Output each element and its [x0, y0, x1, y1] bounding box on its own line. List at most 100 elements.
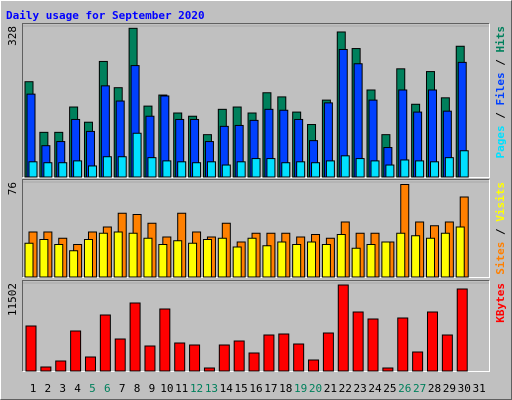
x-tick-label: 6 — [104, 382, 111, 395]
bar — [206, 161, 216, 178]
legend: KBytes — [494, 283, 507, 323]
bar — [114, 338, 126, 372]
bar — [174, 342, 186, 372]
bar — [352, 311, 364, 372]
bar — [189, 344, 201, 372]
bar — [456, 288, 468, 372]
legend-separator: / — [494, 106, 507, 126]
legend: Sites / Visits — [494, 182, 507, 275]
x-tick-label: 18 — [279, 382, 292, 395]
bar — [325, 160, 335, 178]
bar — [278, 333, 290, 372]
bar — [411, 235, 421, 278]
bar — [202, 239, 212, 278]
bar — [159, 308, 171, 372]
bar — [129, 302, 141, 372]
bar — [217, 237, 227, 278]
bar — [251, 158, 261, 178]
bar — [102, 156, 112, 178]
bevel — [22, 179, 490, 278]
x-tick-label: 5 — [89, 382, 96, 395]
bar — [396, 232, 406, 278]
x-tick-label: 25 — [383, 382, 396, 395]
bar — [281, 162, 291, 178]
bar — [83, 239, 93, 278]
y-tick-label: 328 — [6, 26, 19, 46]
bar — [147, 157, 157, 178]
bar — [98, 232, 108, 278]
x-tick-label: 9 — [149, 382, 156, 395]
x-tick-label: 27 — [413, 382, 426, 395]
bar — [221, 164, 231, 178]
x-tick-label: 20 — [309, 382, 322, 395]
x-tick-label: 2 — [45, 382, 52, 395]
bar — [311, 162, 321, 178]
legend-separator: / — [494, 222, 507, 242]
bar — [340, 155, 350, 178]
legend: Pages / Files / Hits — [494, 26, 507, 159]
bar — [128, 232, 138, 278]
x-tick-label: 7 — [119, 382, 126, 395]
bar — [336, 234, 346, 278]
bar — [293, 343, 305, 372]
bar — [263, 334, 275, 372]
x-tick-label: 12 — [190, 382, 203, 395]
bar — [158, 244, 168, 278]
bar — [322, 332, 334, 372]
x-tick-label: 1 — [30, 382, 37, 395]
bar — [444, 157, 454, 178]
x-tick-label: 15 — [235, 382, 248, 395]
bar — [162, 160, 172, 178]
bar — [24, 242, 34, 278]
bar — [25, 325, 37, 372]
x-tick-label: 8 — [134, 382, 141, 395]
bar — [351, 247, 361, 278]
x-tick-label: 19 — [294, 382, 307, 395]
bar — [415, 160, 425, 178]
bar — [370, 160, 380, 178]
x-tick-label: 13 — [205, 382, 218, 395]
bar — [218, 344, 230, 372]
bar — [266, 158, 276, 178]
bar — [426, 311, 438, 372]
bar — [70, 330, 82, 372]
bar — [232, 246, 242, 278]
bar — [84, 356, 96, 372]
x-tick-label: 28 — [428, 382, 441, 395]
bar — [203, 367, 215, 372]
x-tick-label: 31 — [472, 382, 485, 395]
x-tick-label: 23 — [354, 382, 367, 395]
y-tick-label: 76 — [6, 182, 19, 195]
x-tick-label: 29 — [443, 382, 456, 395]
bar — [321, 244, 331, 278]
x-tick-label: 14 — [220, 382, 234, 395]
bar — [132, 132, 142, 178]
bevel — [22, 280, 490, 372]
bar — [236, 161, 246, 178]
bevel — [22, 23, 490, 178]
bar — [366, 244, 376, 278]
bar — [188, 242, 198, 278]
bar — [54, 244, 64, 278]
bar — [307, 241, 317, 278]
bar — [440, 232, 450, 278]
bar — [337, 284, 349, 372]
bar — [144, 345, 156, 372]
x-tick-label: 24 — [368, 382, 382, 395]
bar — [113, 231, 123, 278]
bar — [43, 162, 53, 178]
legend-entry: Pages — [494, 125, 507, 158]
bar — [308, 359, 320, 372]
bar — [429, 161, 439, 178]
bar — [28, 161, 38, 178]
bar — [262, 245, 272, 278]
bar — [382, 367, 394, 372]
bar — [441, 334, 453, 372]
bar — [385, 164, 395, 178]
legend-entry: Sites — [494, 242, 507, 275]
bar — [233, 340, 245, 372]
bar — [412, 351, 424, 372]
chart-title: Daily usage for September 2020 — [6, 9, 205, 22]
